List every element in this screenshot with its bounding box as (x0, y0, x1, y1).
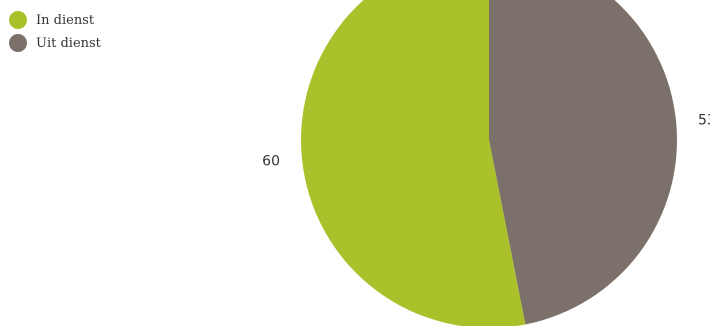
data-label-uit-dienst: 53 (698, 113, 710, 129)
legend-label-in-dienst: In dienst (36, 12, 95, 28)
chart-legend: In dienst Uit dienst (9, 10, 101, 56)
data-label-in-dienst: 60 (262, 153, 280, 169)
pie-slice-in-dienst[interactable] (301, 0, 526, 328)
legend-swatch-uit-dienst (9, 34, 27, 52)
pie-slice-uit-dienst[interactable] (489, 0, 677, 325)
legend-label-uit-dienst: Uit dienst (36, 35, 101, 51)
legend-swatch-in-dienst (9, 11, 27, 29)
legend-item-uit-dienst[interactable]: Uit dienst (9, 33, 101, 53)
legend-item-in-dienst[interactable]: In dienst (9, 10, 101, 30)
